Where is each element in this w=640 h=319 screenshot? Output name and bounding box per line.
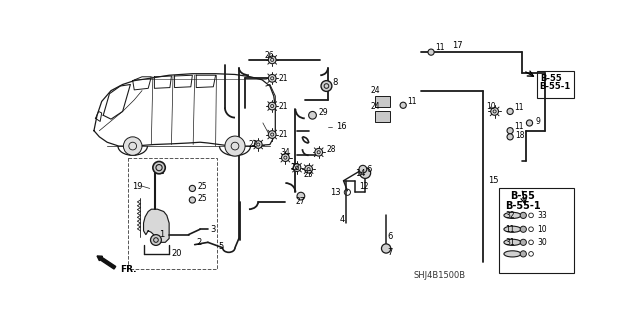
Text: 22: 22 bbox=[291, 163, 300, 172]
Text: 10: 10 bbox=[537, 225, 547, 234]
Text: 30: 30 bbox=[537, 238, 547, 247]
Text: 11: 11 bbox=[407, 97, 417, 106]
Circle shape bbox=[428, 49, 434, 55]
FancyArrow shape bbox=[97, 256, 116, 269]
Text: 24: 24 bbox=[371, 101, 380, 111]
Circle shape bbox=[305, 165, 312, 173]
Text: 20: 20 bbox=[172, 249, 182, 258]
Circle shape bbox=[268, 56, 276, 64]
Text: 18: 18 bbox=[516, 131, 525, 140]
Text: 4: 4 bbox=[340, 215, 345, 224]
Text: 32: 32 bbox=[506, 211, 515, 220]
Text: 34: 34 bbox=[280, 148, 290, 157]
Circle shape bbox=[124, 137, 142, 155]
Circle shape bbox=[491, 108, 499, 115]
Ellipse shape bbox=[504, 212, 521, 219]
Text: 23: 23 bbox=[303, 170, 313, 179]
Bar bbox=[128, 158, 217, 269]
Text: 26: 26 bbox=[264, 51, 274, 60]
Text: 2: 2 bbox=[196, 238, 202, 247]
Text: 1: 1 bbox=[159, 230, 164, 239]
Circle shape bbox=[520, 226, 527, 232]
Circle shape bbox=[520, 212, 527, 219]
Ellipse shape bbox=[504, 251, 521, 257]
Text: 11: 11 bbox=[514, 122, 524, 131]
Circle shape bbox=[293, 164, 301, 172]
Circle shape bbox=[400, 102, 406, 108]
Bar bbox=[499, 189, 575, 273]
Text: 21: 21 bbox=[278, 101, 288, 111]
Ellipse shape bbox=[504, 226, 521, 232]
Text: 12: 12 bbox=[359, 182, 369, 191]
Text: 3: 3 bbox=[210, 225, 216, 234]
Bar bbox=[537, 70, 575, 98]
Text: 21: 21 bbox=[278, 130, 288, 139]
Text: 19: 19 bbox=[132, 182, 143, 191]
Circle shape bbox=[526, 120, 532, 126]
Circle shape bbox=[153, 161, 165, 174]
Circle shape bbox=[189, 185, 195, 191]
Ellipse shape bbox=[504, 239, 521, 245]
Text: 14: 14 bbox=[355, 168, 365, 178]
Text: 7: 7 bbox=[388, 248, 393, 257]
Text: 10: 10 bbox=[486, 101, 496, 111]
Circle shape bbox=[507, 134, 513, 140]
Circle shape bbox=[254, 141, 262, 148]
Circle shape bbox=[268, 102, 276, 110]
Text: FR.: FR. bbox=[120, 265, 137, 274]
Text: 5: 5 bbox=[218, 242, 223, 251]
Circle shape bbox=[507, 128, 513, 134]
Text: 8: 8 bbox=[333, 78, 338, 87]
Text: 22: 22 bbox=[249, 140, 259, 149]
Circle shape bbox=[268, 131, 276, 138]
Text: B-55-1: B-55-1 bbox=[505, 201, 540, 211]
Circle shape bbox=[308, 111, 316, 119]
Text: 6: 6 bbox=[388, 233, 393, 241]
Text: 33: 33 bbox=[537, 211, 547, 220]
Text: 11: 11 bbox=[435, 43, 444, 52]
Text: 9: 9 bbox=[536, 117, 541, 126]
Text: 16: 16 bbox=[336, 122, 346, 131]
Text: 21: 21 bbox=[278, 74, 288, 83]
Text: 25: 25 bbox=[198, 182, 207, 191]
Text: B-55: B-55 bbox=[510, 191, 535, 201]
Text: 13: 13 bbox=[330, 188, 341, 197]
Circle shape bbox=[381, 244, 391, 253]
Polygon shape bbox=[143, 209, 169, 242]
Text: 29: 29 bbox=[319, 108, 328, 117]
Circle shape bbox=[150, 235, 161, 245]
Circle shape bbox=[189, 197, 195, 203]
Text: 31: 31 bbox=[506, 238, 515, 247]
Circle shape bbox=[297, 192, 305, 200]
Text: 25: 25 bbox=[198, 194, 207, 203]
Bar bbox=[374, 96, 390, 107]
Text: 27: 27 bbox=[296, 197, 305, 206]
Text: B-55: B-55 bbox=[540, 74, 562, 83]
Bar bbox=[374, 111, 390, 122]
Circle shape bbox=[360, 168, 371, 178]
Circle shape bbox=[315, 148, 323, 156]
Text: SHJ4B1500B: SHJ4B1500B bbox=[413, 271, 465, 280]
Circle shape bbox=[321, 81, 332, 92]
Circle shape bbox=[282, 154, 289, 161]
Circle shape bbox=[268, 74, 276, 82]
Circle shape bbox=[520, 239, 527, 245]
Text: 28: 28 bbox=[326, 145, 336, 154]
Text: 6: 6 bbox=[367, 165, 372, 174]
Text: 15: 15 bbox=[488, 176, 498, 185]
Circle shape bbox=[507, 108, 513, 115]
Text: B-55-1: B-55-1 bbox=[539, 82, 570, 91]
Circle shape bbox=[359, 165, 367, 173]
Circle shape bbox=[520, 251, 527, 257]
Text: 11: 11 bbox=[506, 225, 515, 234]
Text: 17: 17 bbox=[452, 41, 463, 50]
Text: 11: 11 bbox=[514, 103, 524, 112]
Circle shape bbox=[225, 136, 245, 156]
Text: 24: 24 bbox=[371, 86, 380, 95]
